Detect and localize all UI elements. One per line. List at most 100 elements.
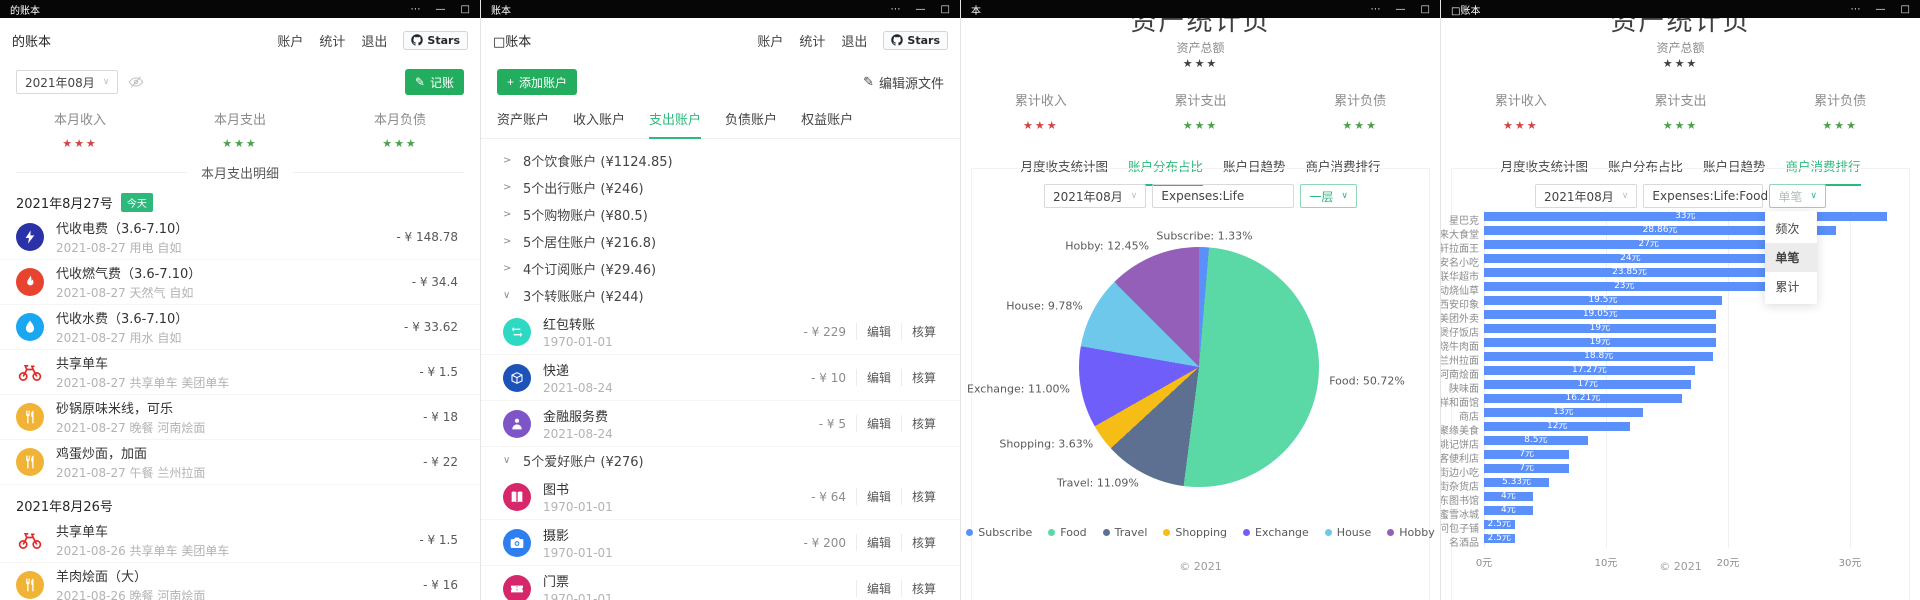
bar[interactable]: 16.21元 bbox=[1484, 394, 1682, 403]
window-more-button[interactable]: ⋯ bbox=[1370, 3, 1381, 15]
edit-link[interactable]: 编辑 bbox=[855, 415, 891, 432]
tab-4[interactable]: 负债账户 bbox=[725, 113, 778, 128]
account-group-row[interactable]: >5个居住账户 (¥216.8) bbox=[481, 228, 960, 255]
window-maximize-button[interactable]: □ bbox=[460, 3, 470, 15]
bar[interactable]: 23.85元 bbox=[1484, 268, 1775, 277]
add-account-button[interactable]: + 添加账户 bbox=[497, 69, 578, 95]
legend-item[interactable]: Shopping bbox=[1163, 526, 1227, 539]
balance-check-link[interactable]: 核算 bbox=[900, 488, 936, 505]
edit-link[interactable]: 编辑 bbox=[855, 488, 891, 505]
tab-2[interactable]: 收入账户 bbox=[573, 113, 626, 128]
tab-3[interactable]: 账户日趋势 bbox=[1223, 159, 1286, 174]
bar[interactable]: 2.5元 bbox=[1484, 520, 1515, 529]
bar[interactable]: 27元 bbox=[1484, 240, 1814, 249]
window-maximize-button[interactable]: □ bbox=[940, 3, 950, 15]
window-maximize-button[interactable]: □ bbox=[1900, 3, 1910, 15]
mode-select[interactable]: 单笔 ∨ bbox=[1769, 184, 1826, 208]
bar[interactable]: 33元 bbox=[1484, 212, 1887, 221]
tab-2[interactable]: 账户分布占比 bbox=[1607, 159, 1683, 174]
window-minimize-button[interactable]: — bbox=[915, 3, 926, 15]
tab-4[interactable]: 商户消费排行 bbox=[1305, 159, 1381, 174]
account-group-row[interactable]: >8个饮食账户 (¥1124.85) bbox=[481, 147, 960, 174]
nav-item-logout[interactable]: 退出 bbox=[841, 34, 868, 50]
bar[interactable]: 4元 bbox=[1484, 506, 1533, 515]
bar[interactable]: 13元 bbox=[1484, 408, 1643, 417]
edit-source-file-link[interactable]: ✎ 编辑源文件 bbox=[863, 73, 944, 92]
balance-check-link[interactable]: 核算 bbox=[900, 369, 936, 386]
bar[interactable]: 12元 bbox=[1484, 422, 1631, 431]
month-select[interactable]: 2021年08月 ∨ bbox=[1043, 184, 1147, 208]
bar[interactable]: 7元 bbox=[1484, 464, 1570, 473]
bar[interactable]: 28.86元 bbox=[1484, 226, 1837, 235]
month-select[interactable]: 2021年08月 ∨ bbox=[1534, 184, 1638, 208]
tab-5[interactable]: 权益账户 bbox=[801, 113, 854, 128]
toggle-amount-visibility-button[interactable] bbox=[128, 74, 144, 90]
edit-link[interactable]: 编辑 bbox=[855, 580, 891, 597]
github-stars-button[interactable]: Stars bbox=[403, 30, 468, 50]
legend-item[interactable]: Food bbox=[1048, 526, 1087, 539]
bar[interactable]: 7元 bbox=[1484, 450, 1570, 459]
bar[interactable]: 2.5元 bbox=[1484, 534, 1515, 543]
tab-2[interactable]: 账户分布占比 bbox=[1127, 156, 1203, 186]
window-more-button[interactable]: ⋯ bbox=[1850, 3, 1861, 15]
bar[interactable]: 4元 bbox=[1484, 492, 1533, 501]
legend-item[interactable]: House bbox=[1324, 526, 1371, 539]
account-group-row[interactable]: >4个订阅账户 (¥29.46) bbox=[481, 255, 960, 282]
window-minimize-button[interactable]: — bbox=[1395, 3, 1406, 15]
legend-item[interactable]: Hobby bbox=[1387, 526, 1435, 539]
tab-1[interactable]: 资产账户 bbox=[497, 113, 550, 128]
bar[interactable]: 17元 bbox=[1484, 380, 1692, 389]
tab-3[interactable]: 支出账户 bbox=[649, 109, 702, 139]
tab-3[interactable]: 账户日趋势 bbox=[1703, 159, 1766, 174]
dropdown-option[interactable]: 频次 bbox=[1775, 222, 1800, 236]
window-more-button[interactable]: ⋯ bbox=[410, 3, 421, 15]
level-select[interactable]: 一层 ∨ bbox=[1300, 184, 1357, 208]
balance-check-link[interactable]: 核算 bbox=[900, 580, 936, 597]
bar[interactable]: 19元 bbox=[1484, 324, 1716, 333]
tab-1[interactable]: 月度收支统计图 bbox=[1020, 159, 1108, 174]
window-minimize-button[interactable]: — bbox=[1875, 3, 1886, 15]
account-group-row[interactable]: >5个购物账户 (¥80.5) bbox=[481, 201, 960, 228]
app-brand[interactable]: 的账本 bbox=[12, 34, 52, 50]
account-group-row[interactable]: ∨ 3个转账账户 (¥244) bbox=[481, 282, 960, 309]
bar[interactable]: 5.33元 bbox=[1484, 478, 1550, 487]
tab-4[interactable]: 商户消费排行 bbox=[1785, 156, 1861, 186]
nav-item-logout[interactable]: 退出 bbox=[361, 34, 388, 50]
dropdown-option[interactable]: 单笔 bbox=[1765, 243, 1818, 272]
balance-check-link[interactable]: 核算 bbox=[900, 323, 936, 340]
legend-item[interactable]: Subscribe bbox=[966, 526, 1032, 539]
window-minimize-button[interactable]: — bbox=[435, 3, 446, 15]
nav-item-accounts[interactable]: 账户 bbox=[277, 34, 304, 50]
balance-check-link[interactable]: 核算 bbox=[900, 534, 936, 551]
edit-link[interactable]: 编辑 bbox=[855, 323, 891, 340]
nav-item-stats[interactable]: 统计 bbox=[799, 34, 826, 50]
account-filter-input[interactable]: Expenses:Life bbox=[1152, 184, 1295, 208]
dropdown-option[interactable]: 累计 bbox=[1775, 280, 1800, 294]
account-filter-input[interactable]: Expenses:Life:Food bbox=[1643, 184, 1768, 208]
bar[interactable]: 19元 bbox=[1484, 338, 1716, 347]
bar[interactable]: 8.5元 bbox=[1484, 436, 1588, 445]
tab-1[interactable]: 月度收支统计图 bbox=[1500, 159, 1588, 174]
legend-item[interactable]: Exchange bbox=[1243, 526, 1309, 539]
account-group-row[interactable]: ∨ 5个爱好账户 (¥276) bbox=[481, 447, 960, 474]
github-stars-button[interactable]: Stars bbox=[883, 30, 948, 50]
bar[interactable]: 18.8元 bbox=[1484, 352, 1714, 361]
nav-item-accounts[interactable]: 账户 bbox=[757, 34, 784, 50]
bar[interactable]: 19.5元 bbox=[1484, 296, 1722, 305]
bar[interactable]: 23元 bbox=[1484, 282, 1765, 291]
account-group-row[interactable]: >5个出行账户 (¥246) bbox=[481, 174, 960, 201]
bar[interactable]: 19.05元 bbox=[1484, 310, 1717, 319]
edit-link[interactable]: 编辑 bbox=[855, 534, 891, 551]
edit-link[interactable]: 编辑 bbox=[855, 369, 891, 386]
window-more-button[interactable]: ⋯ bbox=[890, 3, 901, 15]
month-select[interactable]: 2021年08月 ∨ bbox=[16, 70, 119, 94]
app-brand[interactable]: □账本 bbox=[493, 34, 532, 50]
bar[interactable]: 24元 bbox=[1484, 254, 1777, 263]
balance-check-link[interactable]: 核算 bbox=[900, 415, 936, 432]
nav-item-stats[interactable]: 统计 bbox=[319, 34, 346, 50]
bar[interactable]: 17.27元 bbox=[1484, 366, 1695, 375]
pie-chart[interactable] bbox=[1079, 247, 1319, 487]
window-maximize-button[interactable]: □ bbox=[1420, 3, 1430, 15]
legend-item[interactable]: Travel bbox=[1102, 526, 1147, 539]
record-transaction-button[interactable]: ✎ 记账 bbox=[404, 69, 464, 95]
